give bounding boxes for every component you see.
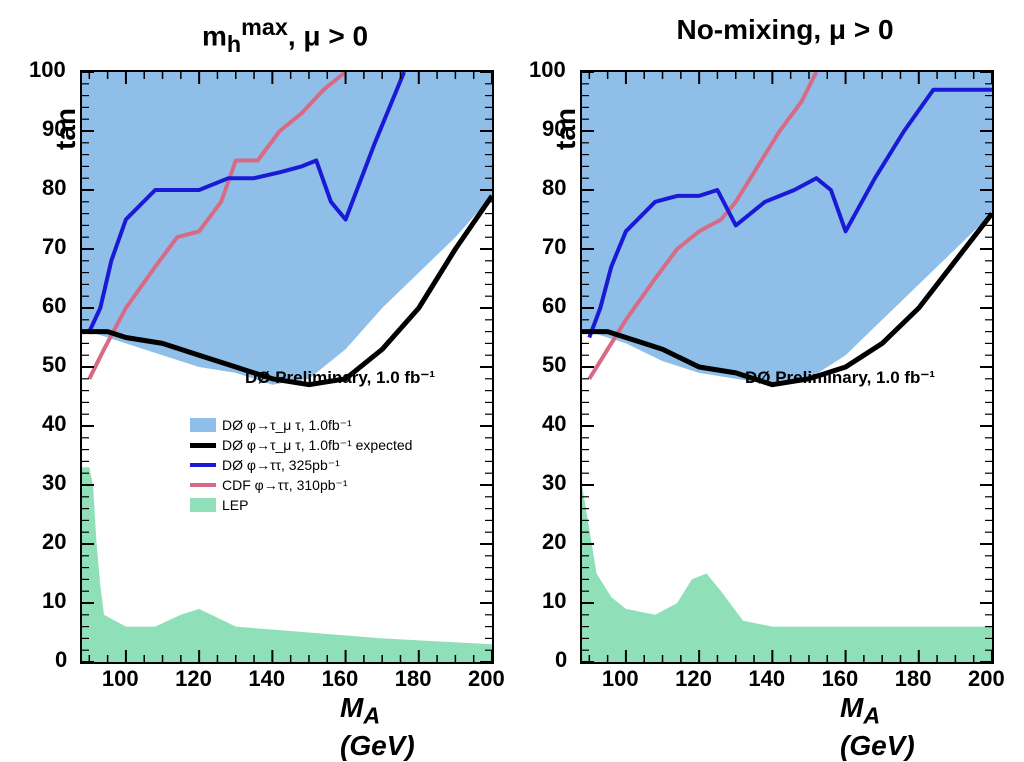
ytick-label: 0 xyxy=(555,647,567,673)
legend-line xyxy=(190,443,216,448)
xtick-label: 200 xyxy=(468,666,505,692)
legend-item: DØ φ→τ_μ τ, 1.0fb⁻¹ expected xyxy=(190,435,412,455)
preliminary-annotation: DØ Preliminary, 1.0 fb⁻¹ xyxy=(745,368,935,388)
ytick-label: 80 xyxy=(542,175,566,201)
ytick-label: 40 xyxy=(42,411,66,437)
legend-label: CDF φ→ττ, 310pb⁻¹ xyxy=(222,477,348,494)
xtick-label: 160 xyxy=(822,666,859,692)
panel-right-title: No-mixing, μ > 0 xyxy=(580,14,990,46)
panel-right-xlabel: MA (GeV) xyxy=(840,692,915,762)
legend-item: DØ φ→τ_μ τ, 1.0fb⁻¹ xyxy=(190,415,412,435)
xtick-label: 200 xyxy=(968,666,1005,692)
plot-area-left xyxy=(80,70,494,664)
ytick-label: 60 xyxy=(42,293,66,319)
legend-label: LEP xyxy=(222,497,248,513)
legend-swatch xyxy=(190,498,216,512)
xtick-label: 140 xyxy=(248,666,285,692)
ytick-label: 100 xyxy=(529,57,566,83)
ytick-label: 10 xyxy=(42,588,66,614)
ytick-label: 30 xyxy=(42,470,66,496)
legend-swatch xyxy=(190,418,216,432)
xtick-label: 100 xyxy=(102,666,139,692)
ytick-label: 90 xyxy=(42,116,66,142)
legend-item: DØ φ→ττ, 325pb⁻¹ xyxy=(190,455,412,475)
ytick-label: 20 xyxy=(542,529,566,555)
xtick-label: 100 xyxy=(602,666,639,692)
ytick-label: 60 xyxy=(542,293,566,319)
panel-left-title: mhmax, μ > 0 xyxy=(80,14,490,58)
xtick-label: 120 xyxy=(675,666,712,692)
ytick-label: 0 xyxy=(55,647,67,673)
xtick-label: 180 xyxy=(395,666,432,692)
legend-item: CDF φ→ττ, 310pb⁻¹ xyxy=(190,475,412,495)
ytick-label: 10 xyxy=(542,588,566,614)
ytick-label: 50 xyxy=(42,352,66,378)
xtick-label: 160 xyxy=(322,666,359,692)
ytick-label: 40 xyxy=(542,411,566,437)
legend-line xyxy=(190,463,216,467)
ytick-label: 70 xyxy=(42,234,66,260)
ytick-label: 90 xyxy=(542,116,566,142)
xtick-label: 180 xyxy=(895,666,932,692)
ytick-label: 70 xyxy=(542,234,566,260)
legend-line xyxy=(190,483,216,487)
ytick-label: 80 xyxy=(42,175,66,201)
figure: mhmax, μ > 0 tan β MA (GeV) No-mixing, μ… xyxy=(0,0,1024,756)
xtick-label: 120 xyxy=(175,666,212,692)
ytick-label: 50 xyxy=(542,352,566,378)
legend: DØ φ→τ_μ τ, 1.0fb⁻¹ DØ φ→τ_μ τ, 1.0fb⁻¹ e… xyxy=(190,415,412,515)
plot-area-right xyxy=(580,70,994,664)
ytick-label: 100 xyxy=(29,57,66,83)
preliminary-annotation: DØ Preliminary, 1.0 fb⁻¹ xyxy=(245,368,435,388)
legend-label: DØ φ→τ_μ τ, 1.0fb⁻¹ xyxy=(222,417,352,434)
xtick-label: 140 xyxy=(748,666,785,692)
legend-label: DØ φ→τ_μ τ, 1.0fb⁻¹ expected xyxy=(222,437,412,454)
legend-label: DØ φ→ττ, 325pb⁻¹ xyxy=(222,457,340,474)
legend-item: LEP xyxy=(190,495,412,515)
ytick-label: 30 xyxy=(542,470,566,496)
panel-left-xlabel: MA (GeV) xyxy=(340,692,415,762)
ytick-label: 20 xyxy=(42,529,66,555)
